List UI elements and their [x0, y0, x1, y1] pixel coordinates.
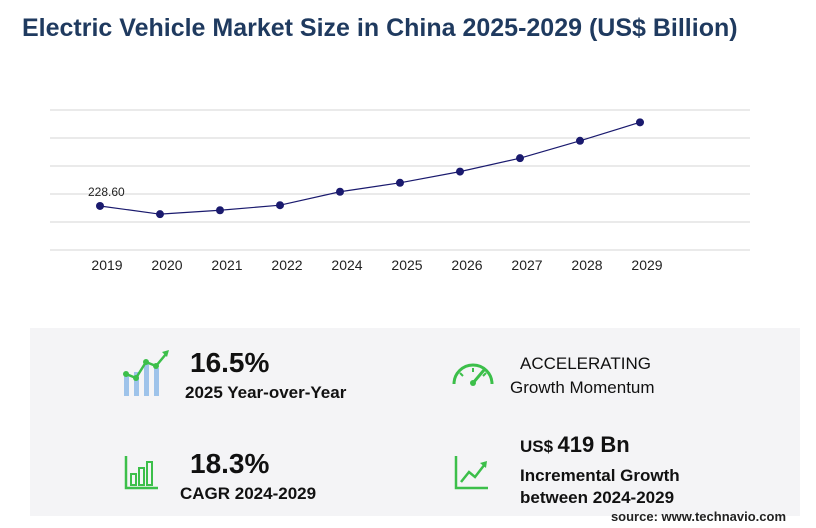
data-point [156, 210, 164, 219]
data-point [216, 206, 224, 215]
x-tick-label: 2021 [211, 257, 242, 273]
x-tick-label: 2025 [391, 257, 422, 273]
cagr-value: 18.3% [190, 448, 270, 479]
x-tick-label: 2026 [451, 257, 482, 273]
trend-up-icon [454, 456, 488, 490]
data-label: 228.60 [88, 185, 125, 199]
incremental-label-1: Incremental Growth [520, 466, 680, 485]
cagr-label: CAGR 2024-2029 [180, 484, 317, 503]
x-tick-label: 2027 [511, 257, 542, 273]
incremental-amount: 419 Bn [557, 432, 630, 457]
data-labels: 228.60 [88, 185, 125, 199]
momentum-label: Growth Momentum [510, 378, 655, 397]
x-tick-label: 2029 [631, 257, 662, 273]
stats-panel: 16.5% 2025 Year-over-Year ACCELERATING G… [30, 328, 800, 516]
bar-chart-icon [124, 456, 158, 490]
data-point [336, 187, 344, 196]
data-points [96, 118, 644, 219]
source-credit: source: www.technavio.com [610, 509, 786, 524]
data-point [276, 201, 284, 210]
data-point [456, 167, 464, 176]
x-tick-label: 2019 [91, 257, 122, 273]
data-point [516, 154, 524, 163]
x-axis-ticks: 2019 2020 2021 2022 2024 2025 2026 2027 2028 2029 [91, 257, 662, 273]
currency-prefix: US$ [520, 437, 554, 456]
line-chart: 228.60 2019 2020 2021 2022 2024 2025 2026 2027 2… [50, 109, 750, 273]
data-point [576, 136, 584, 145]
x-tick-label: 2024 [331, 257, 362, 273]
yoy-value: 16.5% [190, 347, 270, 378]
data-point [636, 118, 644, 127]
data-point [396, 178, 404, 187]
momentum-value: ACCELERATING [520, 354, 651, 373]
incremental-value: US$ 419 Bn [520, 432, 630, 458]
grid-lines [50, 109, 750, 251]
data-point [96, 201, 104, 210]
bar-line-growth-icon [123, 350, 169, 396]
speedometer-icon [452, 363, 494, 386]
incremental-label-2: between 2024-2029 [520, 488, 675, 507]
series-line [99, 121, 641, 215]
chart-title: Electric Vehicle Market Size in China 20… [22, 14, 738, 42]
x-tick-label: 2028 [571, 257, 602, 273]
yoy-label: 2025 Year-over-Year [185, 383, 347, 402]
x-tick-label: 2020 [151, 257, 182, 273]
x-tick-label: 2022 [271, 257, 302, 273]
